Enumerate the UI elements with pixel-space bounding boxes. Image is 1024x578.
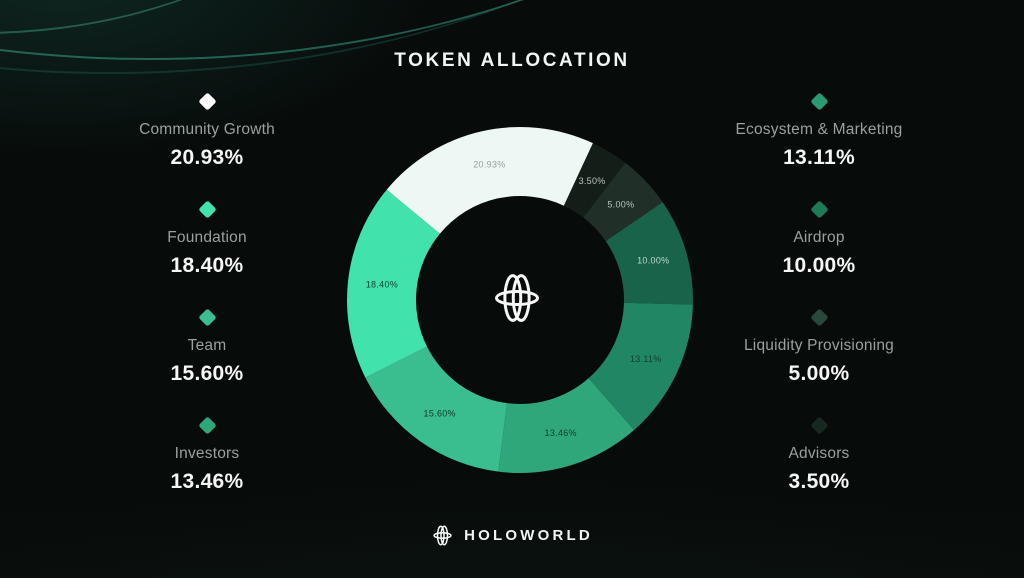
donut-segment-advisors bbox=[563, 143, 626, 218]
segment-label: Community Growth bbox=[139, 121, 275, 138]
donut-segment-value: 10.00% bbox=[637, 256, 669, 266]
legend-item-liquidity-provisioning: Liquidity Provisioning 5.00% bbox=[669, 308, 969, 387]
legend-right-column: Ecosystem & Marketing 13.11% Airdrop 10.00%… bbox=[669, 92, 969, 527]
legend-item-investors: Investors 13.46% bbox=[57, 416, 357, 495]
segment-percentage: 15.60% bbox=[170, 362, 244, 385]
donut-segment-value: 5.00% bbox=[607, 199, 634, 209]
legend-item-advisors: Advisors 3.50% bbox=[669, 416, 969, 495]
decorative-arc bbox=[0, 0, 390, 34]
segment-label: Ecosystem & Marketing bbox=[735, 121, 903, 138]
holoworld-wordmark: HOLOWORLD bbox=[464, 526, 593, 544]
donut-segment-community-growth bbox=[386, 126, 593, 234]
holoworld-orbit-icon bbox=[494, 274, 540, 322]
donut-segment-team bbox=[365, 346, 507, 472]
segment-label: Advisors bbox=[788, 445, 850, 462]
legend-item-community-growth: Community Growth 20.93% bbox=[57, 92, 357, 171]
legend-item-team: Team 15.60% bbox=[57, 308, 357, 387]
segment-label: Team bbox=[187, 337, 227, 354]
legend-left-column: Community Growth 20.93% Foundation 18.40% Te… bbox=[57, 92, 357, 527]
segment-diamond-icon bbox=[197, 416, 217, 435]
footer-brand: HOLOWORLD bbox=[0, 521, 1024, 549]
segment-percentage: 5.00% bbox=[788, 362, 850, 385]
segment-percentage: 20.93% bbox=[170, 146, 244, 169]
page-title: TOKEN ALLOCATION bbox=[394, 50, 630, 71]
donut-segment-investors bbox=[498, 378, 635, 474]
legend-item-foundation: Foundation 18.40% bbox=[57, 200, 357, 279]
segment-diamond-icon bbox=[809, 200, 829, 219]
segment-percentage: 13.46% bbox=[170, 470, 244, 493]
segment-percentage: 10.00% bbox=[782, 254, 856, 277]
donut-segment-airdrop bbox=[605, 202, 694, 305]
segment-diamond-icon bbox=[197, 200, 217, 219]
donut-segment-foundation bbox=[347, 189, 440, 378]
donut-segment-value: 13.11% bbox=[630, 354, 662, 364]
donut-chart-svg: 20.93% 3.50% 5.00% 10.00% 13.11% 13.46% 15.60%… bbox=[347, 126, 694, 474]
segment-label: Investors bbox=[174, 445, 240, 462]
holoworld-orbit-icon bbox=[433, 525, 452, 545]
segment-diamond-icon bbox=[809, 92, 829, 111]
segment-diamond-icon bbox=[809, 308, 829, 327]
donut-segment-value: 3.50% bbox=[579, 176, 606, 186]
donut-segment-value: 20.93% bbox=[473, 159, 505, 169]
segment-diamond-icon bbox=[197, 308, 217, 327]
segment-label: Foundation bbox=[167, 229, 247, 246]
legend-item-airdrop: Airdrop 10.00% bbox=[669, 200, 969, 279]
donut-chart: 20.93% 3.50% 5.00% 10.00% 13.11% 13.46% 15.60%… bbox=[343, 123, 697, 477]
donut-segment-liquidity-provisioning bbox=[583, 162, 663, 242]
legend-item-ecosystem-marketing: Ecosystem & Marketing 13.11% bbox=[669, 92, 969, 171]
segment-label: Liquidity Provisioning bbox=[743, 337, 894, 354]
donut-segment-ecosystem-marketing bbox=[588, 302, 693, 431]
segment-diamond-icon bbox=[809, 416, 829, 435]
segment-percentage: 3.50% bbox=[788, 470, 850, 493]
segment-label: Airdrop bbox=[793, 229, 845, 246]
donut-segment-value: 15.60% bbox=[424, 409, 456, 419]
segment-percentage: 18.40% bbox=[170, 254, 244, 277]
donut-segment-value: 13.46% bbox=[545, 428, 577, 438]
segment-diamond-icon bbox=[197, 92, 217, 111]
segment-percentage: 13.11% bbox=[783, 146, 855, 169]
donut-segment-value: 18.40% bbox=[366, 279, 398, 289]
